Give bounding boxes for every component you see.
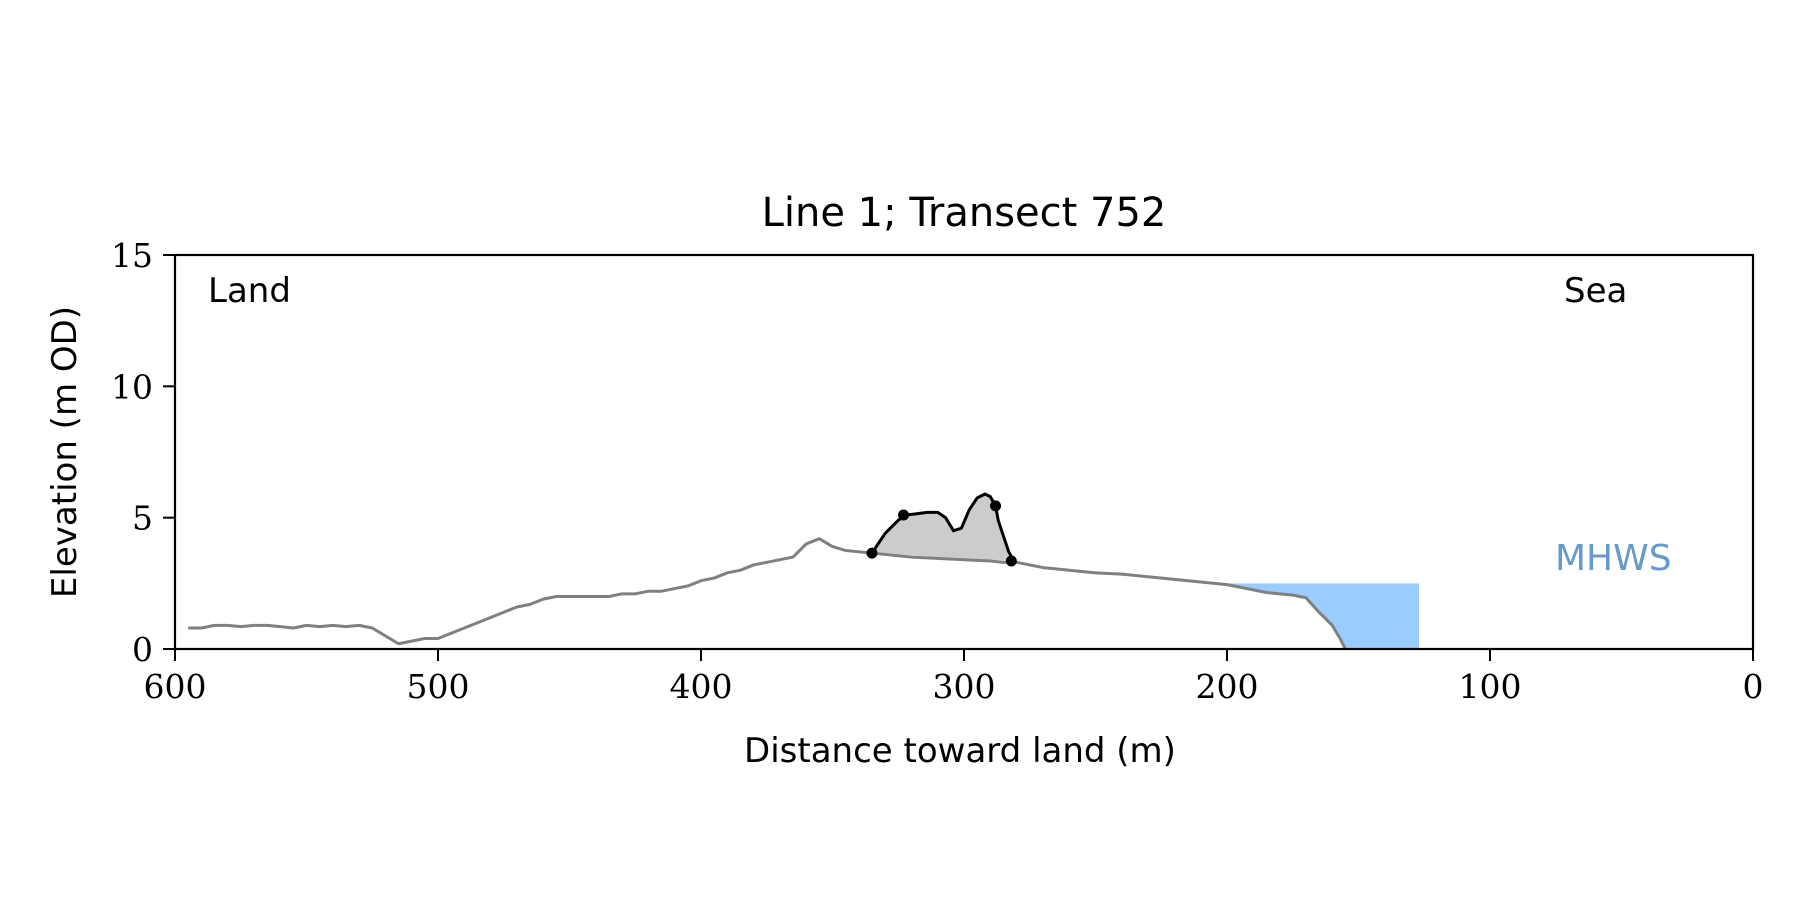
land-annotation: Land bbox=[208, 271, 291, 311]
y-tick-label: 0 bbox=[132, 630, 153, 669]
x-tick-label: 200 bbox=[1196, 667, 1259, 706]
dune-fill-polygon bbox=[871, 494, 1014, 562]
x-tick-label: 500 bbox=[407, 667, 470, 706]
x-tick-label: 100 bbox=[1459, 667, 1522, 706]
x-axis-label: Distance toward land (m) bbox=[744, 731, 1176, 771]
x-tick-label: 400 bbox=[670, 667, 733, 706]
y-axis-ticks: 0 5 10 15 bbox=[111, 236, 175, 669]
dune-marker bbox=[990, 500, 1002, 512]
y-tick-label: 5 bbox=[132, 499, 153, 538]
x-tick-label: 0 bbox=[1743, 667, 1764, 706]
x-tick-label: 600 bbox=[144, 667, 207, 706]
dune-marker-group bbox=[866, 500, 1017, 567]
y-axis-label: Elevation (m OD) bbox=[45, 306, 85, 598]
dune-marker bbox=[866, 547, 878, 559]
mhws-annotation: MHWS bbox=[1555, 538, 1672, 579]
plot-frame bbox=[173, 253, 1755, 651]
profile-line-group bbox=[188, 537, 1347, 650]
y-tick-label: 10 bbox=[111, 367, 153, 406]
y-tick-label: 15 bbox=[111, 236, 153, 275]
dune-marker bbox=[1005, 555, 1017, 567]
dune-fill-area bbox=[871, 494, 1014, 562]
dune-marker bbox=[898, 509, 910, 521]
sea-annotation: Sea bbox=[1564, 271, 1627, 311]
profile-line bbox=[188, 537, 1347, 650]
x-tick-label: 300 bbox=[933, 667, 996, 706]
x-axis-ticks: 600 500 400 300 200 100 0 bbox=[144, 649, 1764, 706]
chart-title: Line 1; Transect 752 bbox=[762, 190, 1167, 236]
